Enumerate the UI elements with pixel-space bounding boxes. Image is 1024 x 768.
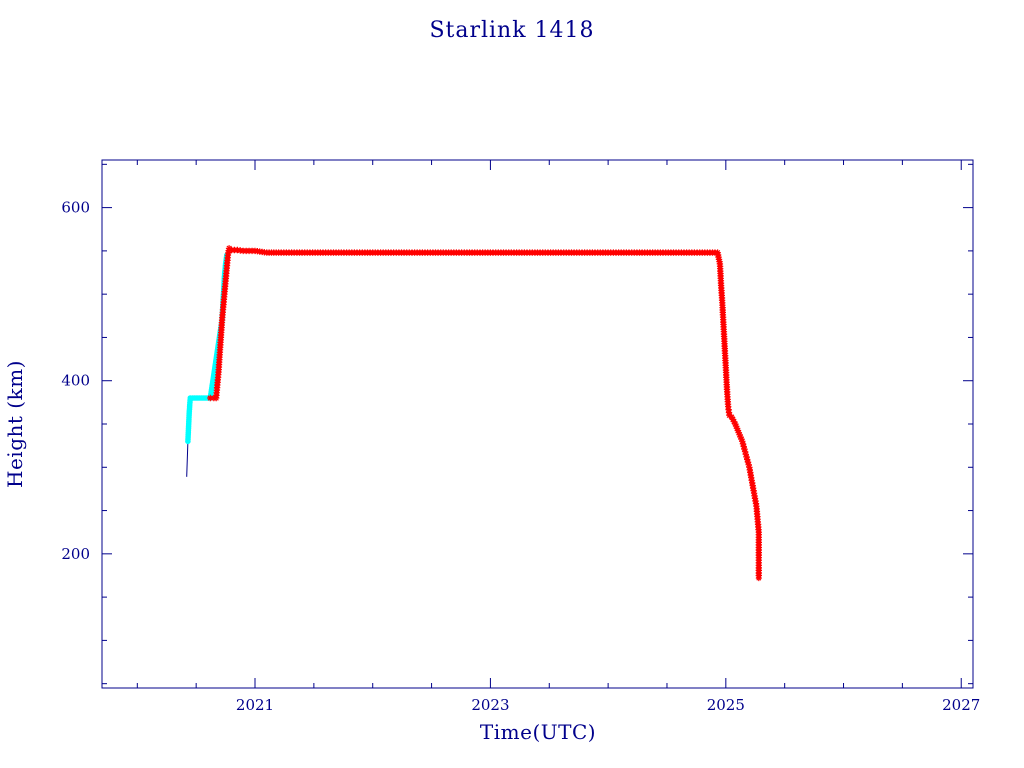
data-point-star — [730, 418, 738, 425]
data-point-star — [732, 420, 739, 428]
data-point-star — [741, 448, 749, 455]
data-point-star — [745, 461, 752, 468]
x-axis-label: Time(UTC) — [480, 720, 596, 744]
data-marks — [185, 245, 762, 582]
tick-labels: 2021 2023 2025 2027 200 400 600 — [61, 199, 980, 714]
y-tick-label: 200 — [61, 545, 90, 563]
data-point-star — [737, 433, 744, 441]
data-point-star — [739, 438, 746, 445]
data-point-star — [735, 429, 742, 436]
data-point-star — [755, 575, 762, 582]
data-point-star — [736, 431, 743, 438]
x-tick-label: 2027 — [942, 696, 980, 714]
x-tick-label: 2025 — [707, 696, 745, 714]
y-axis-label: Height (km) — [3, 360, 27, 488]
y-tick-label: 400 — [61, 372, 90, 390]
data-point-star — [728, 413, 735, 421]
plot-frame — [101, 159, 974, 689]
data-point-star — [734, 427, 742, 434]
data-point-star — [743, 453, 750, 461]
data-point-star — [729, 416, 737, 423]
axis-ticks — [102, 160, 973, 688]
data-point-star — [741, 445, 748, 453]
series-line — [186, 248, 760, 579]
data-point-star — [207, 394, 214, 402]
chart-title: Starlink 1418 — [429, 18, 594, 43]
data-point-star — [733, 425, 741, 432]
x-tick-label: 2023 — [471, 696, 509, 714]
data-point-star — [742, 451, 749, 458]
data-point-star — [732, 423, 740, 430]
x-tick-label: 2021 — [236, 696, 274, 714]
data-point-star — [739, 440, 747, 448]
data-point-star — [738, 435, 745, 443]
data-point-star — [744, 458, 752, 466]
data-point-star — [744, 456, 751, 463]
series-stars — [207, 245, 762, 582]
data-point-star — [740, 443, 747, 450]
y-tick-label: 600 — [61, 199, 90, 217]
